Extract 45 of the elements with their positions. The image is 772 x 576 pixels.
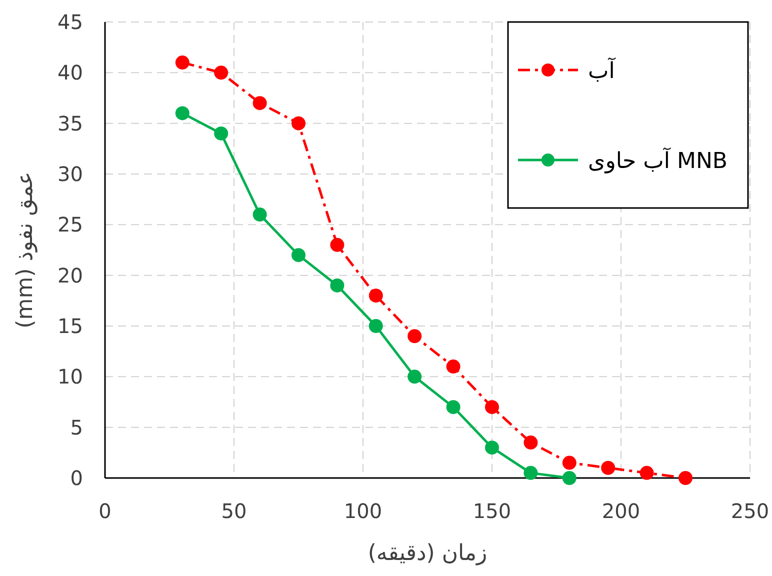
y-tick-label: 25 bbox=[58, 212, 83, 237]
y-tick-label: 35 bbox=[58, 111, 83, 136]
point bbox=[446, 360, 460, 374]
x-tick-label: 100 bbox=[344, 499, 382, 523]
y-tick-label: 45 bbox=[58, 10, 83, 34]
point bbox=[601, 460, 616, 475]
point bbox=[485, 400, 499, 414]
point bbox=[330, 278, 344, 292]
y-axis-title: عمق نفوذ (mm) bbox=[13, 172, 38, 328]
point bbox=[562, 456, 576, 470]
point bbox=[252, 208, 267, 222]
point bbox=[252, 96, 267, 110]
x-tick-label: 50 bbox=[221, 499, 247, 523]
x-tick-label: 0 bbox=[98, 499, 112, 523]
point bbox=[214, 126, 228, 140]
point bbox=[678, 471, 692, 485]
y-tick-label: 10 bbox=[58, 364, 83, 389]
y-tick-label: 40 bbox=[58, 60, 83, 85]
point bbox=[485, 440, 499, 455]
point bbox=[562, 471, 576, 485]
y-tick-label: 5 bbox=[70, 415, 83, 440]
point bbox=[524, 466, 538, 480]
point bbox=[368, 319, 383, 333]
y-tick-label: 15 bbox=[58, 314, 83, 338]
point bbox=[408, 329, 422, 344]
point bbox=[640, 466, 654, 480]
point bbox=[292, 248, 306, 262]
point bbox=[368, 288, 383, 303]
point bbox=[175, 106, 190, 120]
y-tick-label: 20 bbox=[58, 263, 83, 288]
y-tick-label: 30 bbox=[58, 162, 83, 186]
y-tick-label: 0 bbox=[70, 466, 83, 490]
point bbox=[214, 66, 228, 80]
x-tick-label: 150 bbox=[472, 499, 512, 523]
x-tick-label: 250 bbox=[730, 499, 770, 523]
point bbox=[175, 56, 190, 70]
point bbox=[408, 370, 422, 384]
legend-label: آب bbox=[588, 57, 616, 84]
legend-label: آب حاوی MNB bbox=[588, 147, 728, 174]
x-tick-label: 200 bbox=[602, 499, 640, 523]
point bbox=[524, 436, 538, 450]
x-axis-title: زمان (دقیقه) bbox=[368, 541, 488, 566]
point bbox=[330, 238, 344, 252]
point bbox=[292, 116, 306, 130]
point bbox=[446, 400, 460, 414]
